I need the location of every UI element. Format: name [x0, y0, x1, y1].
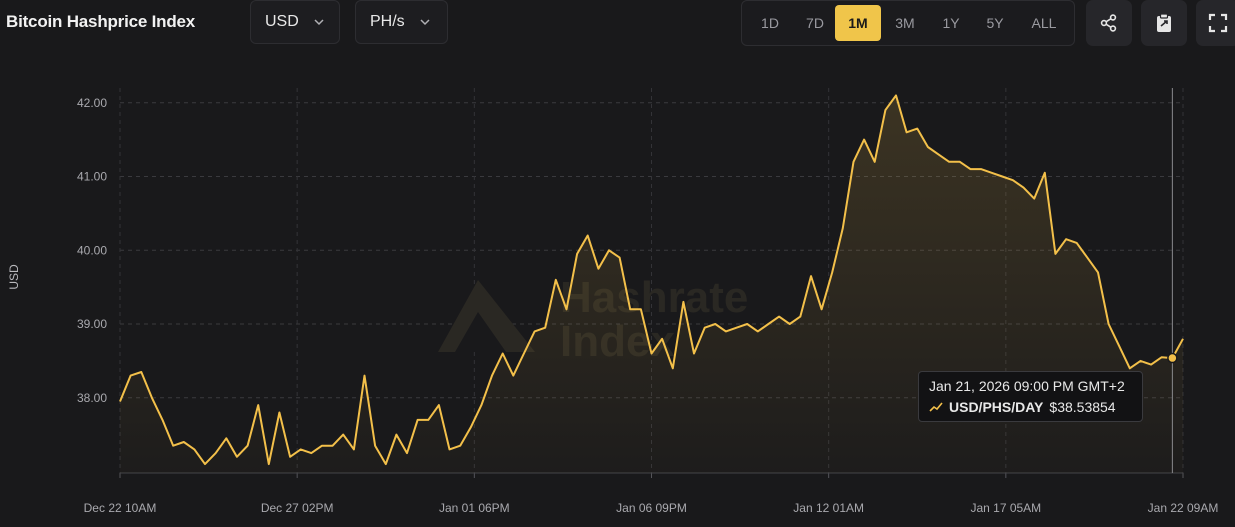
range-5y-button[interactable]: 5Y: [986, 15, 1004, 31]
x-tick-label: Jan 17 05AM: [970, 501, 1041, 515]
fullscreen-button[interactable]: [1196, 0, 1235, 46]
page-title: Bitcoin Hashprice Index: [6, 12, 196, 31]
unit-dropdown-label: PH/s: [370, 13, 405, 30]
y-tick-label: 41.00: [77, 170, 107, 184]
x-tick-label: Jan 06 09PM: [616, 501, 687, 515]
clipboard-button[interactable]: [1141, 0, 1187, 46]
tooltip-date: Jan 21, 2026 09:00 PM GMT+2: [929, 378, 1125, 394]
range-all-button[interactable]: ALL: [1031, 15, 1057, 31]
chevron-down-icon: [314, 19, 324, 26]
y-tick-label: 40.00: [77, 243, 107, 257]
x-tick-label: Dec 22 10AM: [84, 501, 157, 515]
y-axis-ticks: 42.00 41.00 40.00 39.00 38.00: [77, 96, 107, 405]
hover-point[interactable]: [1167, 352, 1178, 364]
range-7d-button[interactable]: 7D: [806, 15, 824, 31]
range-1d-button[interactable]: 1D: [761, 15, 779, 31]
time-range-selector: 1D 7D 1M 3M 1Y 5Y ALL: [741, 0, 1075, 46]
y-tick-label: 39.00: [77, 317, 107, 331]
x-tick-label: Dec 27 02PM: [261, 501, 334, 515]
tooltip-series-label: USD/PHS/DAY: [949, 399, 1044, 415]
chevron-down-icon: [420, 19, 430, 26]
fullscreen-icon: [1208, 13, 1228, 33]
series-area: [120, 95, 1183, 474]
x-axis-ticks: Dec 22 10AM Dec 27 02PM Jan 01 06PM Jan 06 …: [84, 501, 1219, 515]
currency-dropdown[interactable]: USD: [250, 0, 340, 44]
share-button[interactable]: [1086, 0, 1132, 46]
chart-tooltip: Jan 21, 2026 09:00 PM GMT+2 USD/PHS/DAY …: [918, 371, 1143, 422]
chart-grid: [119, 88, 1184, 478]
currency-dropdown-label: USD: [265, 13, 299, 30]
y-tick-label: 42.00: [77, 96, 107, 110]
y-tick-label: 38.00: [77, 391, 107, 405]
x-tick-label: Jan 01 06PM: [439, 501, 510, 515]
clipboard-icon: [1157, 13, 1171, 32]
x-tick-label: Jan 12 01AM: [793, 501, 864, 515]
range-3m-button[interactable]: 3M: [895, 15, 915, 31]
unit-dropdown[interactable]: PH/s: [355, 0, 448, 44]
range-1m-button[interactable]: 1M: [835, 5, 881, 41]
x-tick-label: Jan 22 09AM: [1148, 501, 1219, 515]
trend-line-icon: [929, 402, 943, 412]
share-icon: [1100, 14, 1117, 32]
series-line: [119, 94, 1184, 466]
range-1y-button[interactable]: 1Y: [942, 15, 960, 31]
tooltip-value: $38.53854: [1049, 399, 1116, 415]
